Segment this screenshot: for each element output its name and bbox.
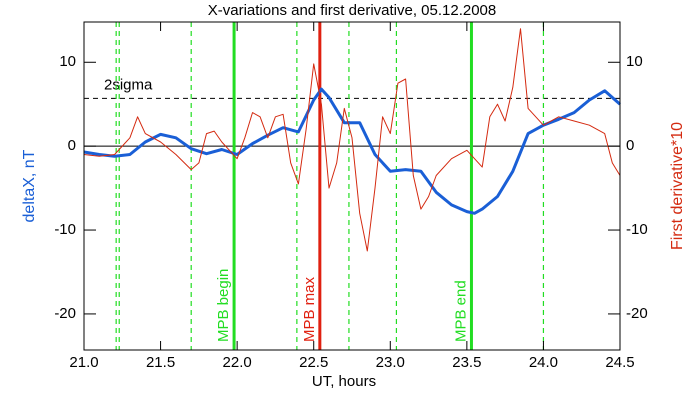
y2-axis-label: First derivative*10 — [669, 122, 686, 250]
x-tick-label: 23.5 — [452, 354, 481, 371]
vertical-line-label: MPB max — [301, 276, 318, 342]
y2-tick-label: 10 — [626, 53, 643, 70]
y-tick-label: -20 — [54, 305, 76, 322]
x-axis-label: UT, hours — [312, 373, 376, 390]
x-tick-label: 24.5 — [605, 354, 634, 371]
y-axis-label: deltaX, nT — [21, 149, 38, 222]
x-tick-label: 23.0 — [376, 354, 405, 371]
y2-tick-label: -20 — [626, 305, 648, 322]
y2-tick-label: 0 — [626, 137, 634, 154]
y-tick-label: -10 — [54, 221, 76, 238]
y-tick-label: 10 — [59, 53, 76, 70]
y2-tick-label: -10 — [626, 221, 648, 238]
y-tick-label: 0 — [68, 137, 76, 154]
x-tick-label: 24.0 — [529, 354, 558, 371]
x-tick-label: 22.0 — [223, 354, 252, 371]
data-line — [83, 87, 621, 215]
vertical-line-label: MPB end — [452, 280, 469, 342]
data-line — [83, 28, 621, 252]
horizontal-line-label: 2sigma — [104, 76, 153, 93]
vertical-line-label: MPB begin — [215, 269, 232, 342]
chart-title: X-variations and first derivative, 05.12… — [208, 2, 497, 19]
x-tick-label: 21.5 — [146, 354, 175, 371]
plot-frame — [83, 21, 621, 351]
x-tick-label: 21.0 — [69, 354, 98, 371]
x-tick-label: 22.5 — [299, 354, 328, 371]
